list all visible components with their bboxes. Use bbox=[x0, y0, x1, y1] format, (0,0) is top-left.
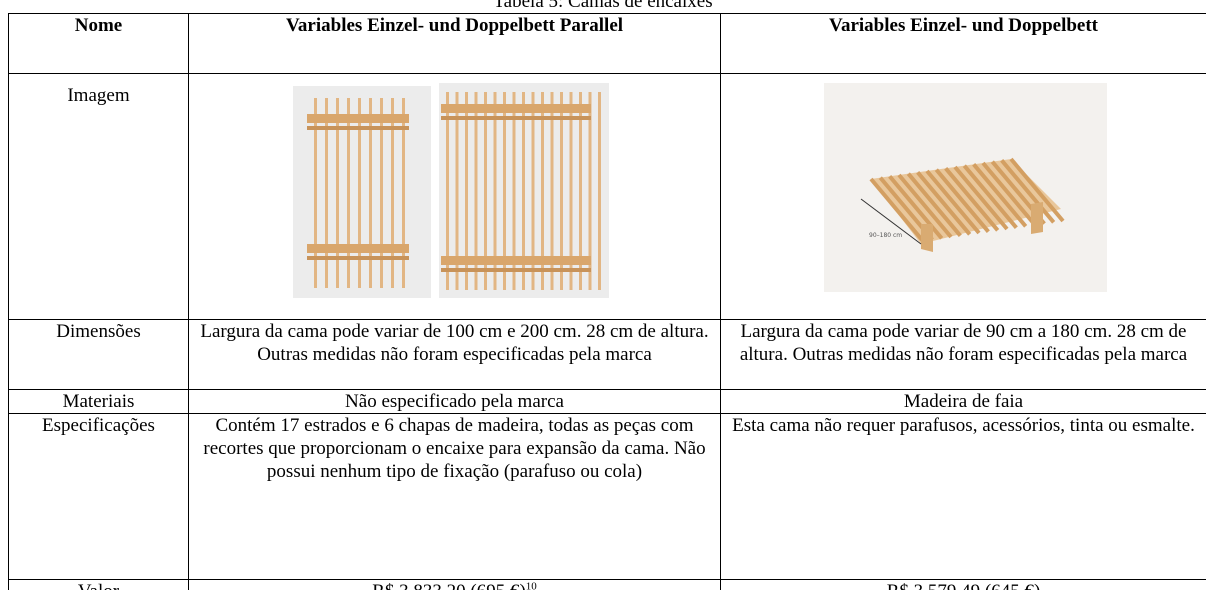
row: Especificações Contém 17 estrados e 6 ch… bbox=[8, 413, 1206, 580]
image-cell: 90–180 cm bbox=[720, 73, 1206, 320]
header-cell: Variables Einzel- und Doppelbett Paralle… bbox=[188, 13, 721, 74]
cell: Largura da cama pode variar de 100 cm e … bbox=[188, 319, 721, 390]
beds-table: Nome Variables Einzel- und Doppelbett Pa… bbox=[8, 13, 1206, 590]
bed-photo: 90–180 cm bbox=[824, 83, 1107, 292]
row-label: Especificações bbox=[8, 413, 189, 580]
row-label: Dimensões bbox=[8, 319, 189, 390]
image-row: Imagem 90–180 cm bbox=[8, 73, 1206, 320]
cell: Esta cama não requer parafusos, acessóri… bbox=[720, 413, 1206, 580]
row-label: Valor bbox=[8, 579, 189, 590]
cell: Não especificado pela marca bbox=[188, 389, 721, 414]
price: R$ 3.833,20 (695 €) bbox=[372, 581, 526, 590]
row: Materiais Não especificado pela marca Ma… bbox=[8, 389, 1206, 414]
cell: Contém 17 estrados e 6 chapas de madeira… bbox=[188, 413, 721, 580]
cell: R$ 3.579,49 (645 €) bbox=[720, 579, 1206, 590]
cell: R$ 3.833,20 (695 €)10 bbox=[188, 579, 721, 590]
row: Dimensões Largura da cama pode variar de… bbox=[8, 319, 1206, 390]
row-label: Materiais bbox=[8, 389, 189, 414]
cell: Largura da cama pode variar de 90 cm a 1… bbox=[720, 319, 1206, 390]
header-row: Nome Variables Einzel- und Doppelbett Pa… bbox=[8, 13, 1206, 74]
footnote-ref: 10 bbox=[525, 580, 537, 590]
bed-photo bbox=[293, 83, 609, 298]
table-title: Tabela 5: Camas de encaixes bbox=[493, 0, 713, 12]
row: Valor R$ 3.833,20 (695 €)10 R$ 3.579,49 … bbox=[8, 579, 1206, 590]
image-caption: 90–180 cm bbox=[869, 232, 902, 239]
header-cell: Variables Einzel- und Doppelbett bbox=[720, 13, 1206, 74]
row-label: Imagem bbox=[8, 73, 189, 320]
image-cell bbox=[188, 73, 721, 320]
cell: Madeira de faia bbox=[720, 389, 1206, 414]
header-cell: Nome bbox=[8, 13, 189, 74]
